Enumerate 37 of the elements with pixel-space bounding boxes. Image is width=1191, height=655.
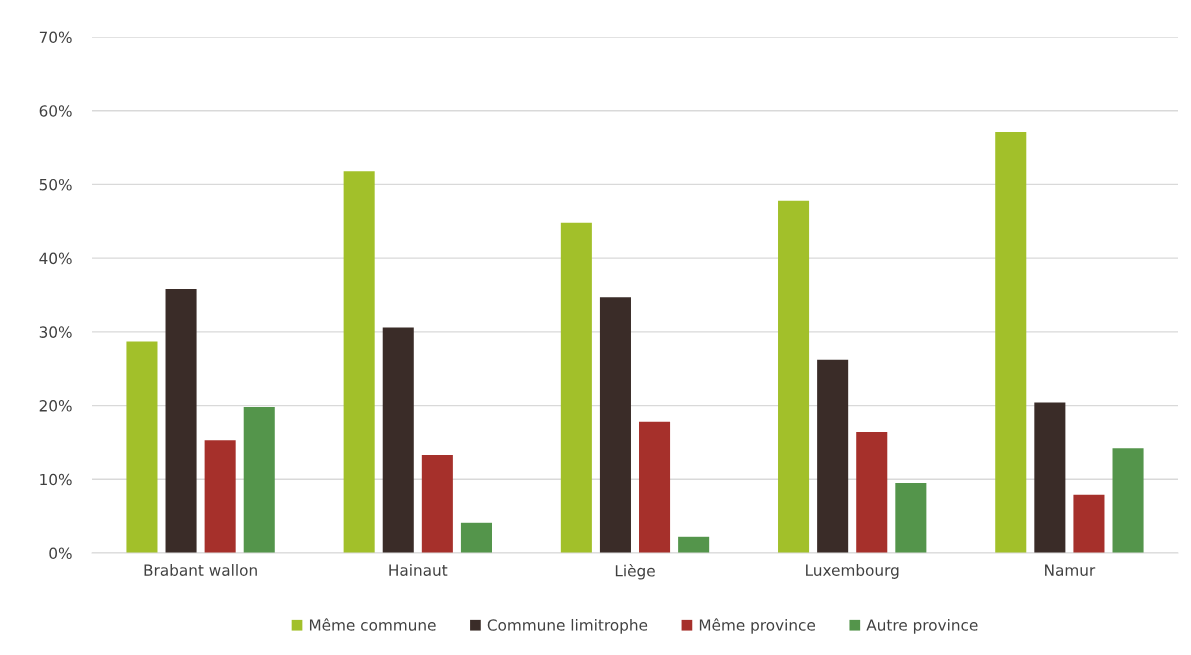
bar <box>778 200 810 553</box>
bar <box>599 297 631 553</box>
bar <box>165 289 197 553</box>
legend-label: Même commune <box>309 618 436 631</box>
bar <box>421 454 453 553</box>
bar <box>243 407 275 553</box>
legend-label: Autre province <box>866 618 978 634</box>
bar <box>856 432 888 553</box>
x-tick-label: Luxembourg <box>806 564 899 579</box>
y-tick-label: 50% <box>39 178 72 191</box>
x-tick-label: Hainaut <box>389 564 448 576</box>
bar <box>678 536 710 553</box>
y-tick-label: 0% <box>49 547 72 560</box>
legend-label: Même province <box>699 618 816 634</box>
y-tick-label: 40% <box>39 252 72 265</box>
y-tick-label: 20% <box>39 400 72 412</box>
x-tick-label: Namur <box>1045 564 1096 576</box>
y-tick-label: 70% <box>39 31 72 44</box>
bar <box>1034 402 1066 553</box>
bar <box>817 359 849 553</box>
x-tick-label: Liège <box>615 564 655 580</box>
bar <box>995 132 1027 553</box>
x-tick-label: Brabant wallon <box>144 564 257 576</box>
y-tick-label: 30% <box>39 326 72 338</box>
bar <box>343 171 375 553</box>
bar <box>460 522 492 553</box>
bar <box>1073 494 1105 553</box>
y-tick-label: 60% <box>39 105 72 117</box>
bar <box>639 421 671 553</box>
bar <box>895 482 927 553</box>
bar <box>560 222 592 553</box>
legend-label: Commune limitrophe <box>487 618 648 634</box>
bar <box>1112 448 1144 553</box>
bar <box>126 341 158 553</box>
y-tick-label: 10% <box>40 473 72 486</box>
bar <box>382 327 414 553</box>
bar <box>204 440 236 553</box>
